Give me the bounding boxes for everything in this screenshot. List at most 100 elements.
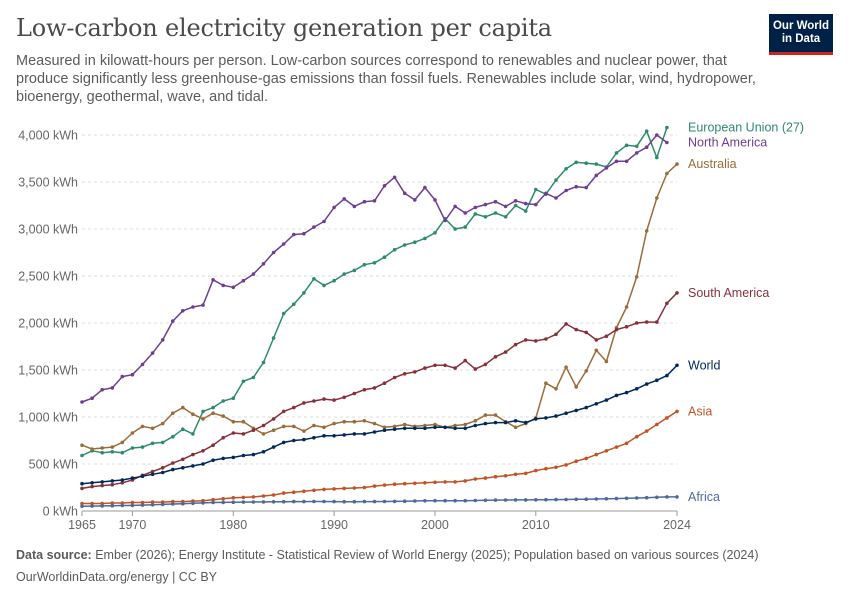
series-asia[interactable] bbox=[80, 409, 679, 506]
data-point bbox=[473, 477, 478, 481]
data-point bbox=[433, 498, 437, 503]
data-point bbox=[665, 301, 669, 306]
data-point bbox=[483, 476, 488, 480]
data-point bbox=[544, 466, 548, 471]
data-point bbox=[140, 362, 145, 367]
data-point bbox=[100, 450, 104, 455]
y-tick-label: 3,000 kWh bbox=[18, 223, 78, 237]
data-point bbox=[665, 125, 669, 130]
data-point bbox=[433, 231, 437, 235]
data-point bbox=[634, 275, 639, 279]
data-point bbox=[402, 422, 407, 427]
data-point bbox=[443, 363, 447, 368]
series-european-union-27[interactable] bbox=[80, 125, 669, 458]
series-label[interactable]: Australia bbox=[688, 157, 737, 171]
data-point bbox=[463, 422, 468, 427]
data-point bbox=[251, 428, 256, 433]
data-point bbox=[463, 479, 468, 483]
data-point bbox=[392, 375, 397, 380]
data-point bbox=[251, 375, 256, 380]
data-point bbox=[614, 393, 619, 398]
logo-line-2: in Data bbox=[781, 33, 821, 45]
data-point bbox=[352, 499, 357, 504]
series-label[interactable]: Africa bbox=[688, 490, 720, 504]
series-label[interactable]: European Union (27) bbox=[688, 121, 804, 135]
data-point bbox=[150, 441, 155, 446]
data-point bbox=[332, 205, 336, 210]
data-point bbox=[90, 484, 94, 489]
data-point bbox=[211, 278, 215, 282]
series-north-america[interactable] bbox=[80, 133, 669, 404]
data-point bbox=[342, 433, 347, 437]
series-line bbox=[81, 134, 668, 403]
data-point bbox=[594, 173, 599, 178]
data-point bbox=[332, 487, 336, 491]
data-point bbox=[221, 497, 225, 501]
data-point bbox=[332, 398, 336, 402]
data-point bbox=[392, 482, 397, 487]
data-point bbox=[281, 424, 286, 429]
data-point bbox=[130, 476, 135, 480]
y-tick-label: 4,000 kWh bbox=[18, 129, 78, 143]
data-point bbox=[181, 457, 185, 462]
data-point bbox=[110, 482, 115, 487]
data-point bbox=[634, 434, 639, 439]
series-africa[interactable] bbox=[80, 495, 679, 509]
data-point bbox=[503, 420, 508, 425]
series-australia[interactable] bbox=[80, 162, 679, 451]
data-point bbox=[191, 305, 195, 309]
data-point bbox=[513, 419, 518, 423]
data-point bbox=[352, 419, 357, 424]
data-point bbox=[271, 493, 276, 497]
data-point bbox=[665, 495, 669, 499]
data-point bbox=[352, 391, 357, 396]
logo-line-1: Our World bbox=[772, 20, 829, 32]
series-label[interactable]: North America bbox=[688, 136, 767, 150]
data-point bbox=[463, 225, 468, 229]
data-point bbox=[302, 231, 306, 236]
series-label[interactable]: World bbox=[688, 358, 720, 372]
footer-url[interactable]: OurWorldinData.org/energy | CC BY bbox=[16, 570, 218, 584]
data-point bbox=[80, 501, 84, 506]
data-point bbox=[80, 504, 84, 509]
data-point bbox=[453, 366, 457, 370]
data-point bbox=[513, 498, 518, 502]
data-point bbox=[493, 413, 498, 417]
data-point bbox=[604, 359, 609, 364]
data-point bbox=[493, 355, 498, 359]
data-point bbox=[534, 498, 538, 502]
data-point bbox=[392, 175, 397, 180]
data-point bbox=[382, 184, 387, 188]
data-point bbox=[181, 466, 185, 470]
data-point bbox=[624, 159, 629, 164]
series-world[interactable] bbox=[80, 363, 679, 486]
data-point bbox=[292, 438, 296, 443]
data-point bbox=[302, 437, 306, 442]
data-point bbox=[221, 399, 225, 403]
data-point bbox=[554, 196, 558, 200]
data-point bbox=[523, 209, 528, 213]
data-point bbox=[624, 305, 629, 309]
data-point bbox=[100, 387, 104, 392]
data-point bbox=[544, 191, 548, 196]
data-point bbox=[443, 425, 447, 430]
data-point bbox=[211, 458, 215, 463]
series-label[interactable]: South America bbox=[688, 286, 769, 300]
data-point bbox=[130, 372, 135, 377]
data-point bbox=[342, 486, 347, 491]
grid-lines bbox=[82, 134, 677, 512]
data-point bbox=[261, 432, 266, 436]
series-line bbox=[81, 127, 668, 457]
owid-logo[interactable]: Our World in Data bbox=[769, 14, 833, 55]
data-point bbox=[584, 497, 588, 502]
series-label[interactable]: Asia bbox=[688, 404, 712, 418]
y-tick-label: 3,500 kWh bbox=[18, 176, 78, 190]
data-point bbox=[110, 386, 115, 390]
series-south-america[interactable] bbox=[80, 291, 679, 491]
data-point bbox=[564, 365, 568, 370]
data-point bbox=[413, 426, 417, 431]
data-point bbox=[594, 452, 599, 457]
data-point bbox=[80, 400, 84, 404]
data-point bbox=[604, 166, 609, 170]
data-point bbox=[261, 494, 266, 498]
